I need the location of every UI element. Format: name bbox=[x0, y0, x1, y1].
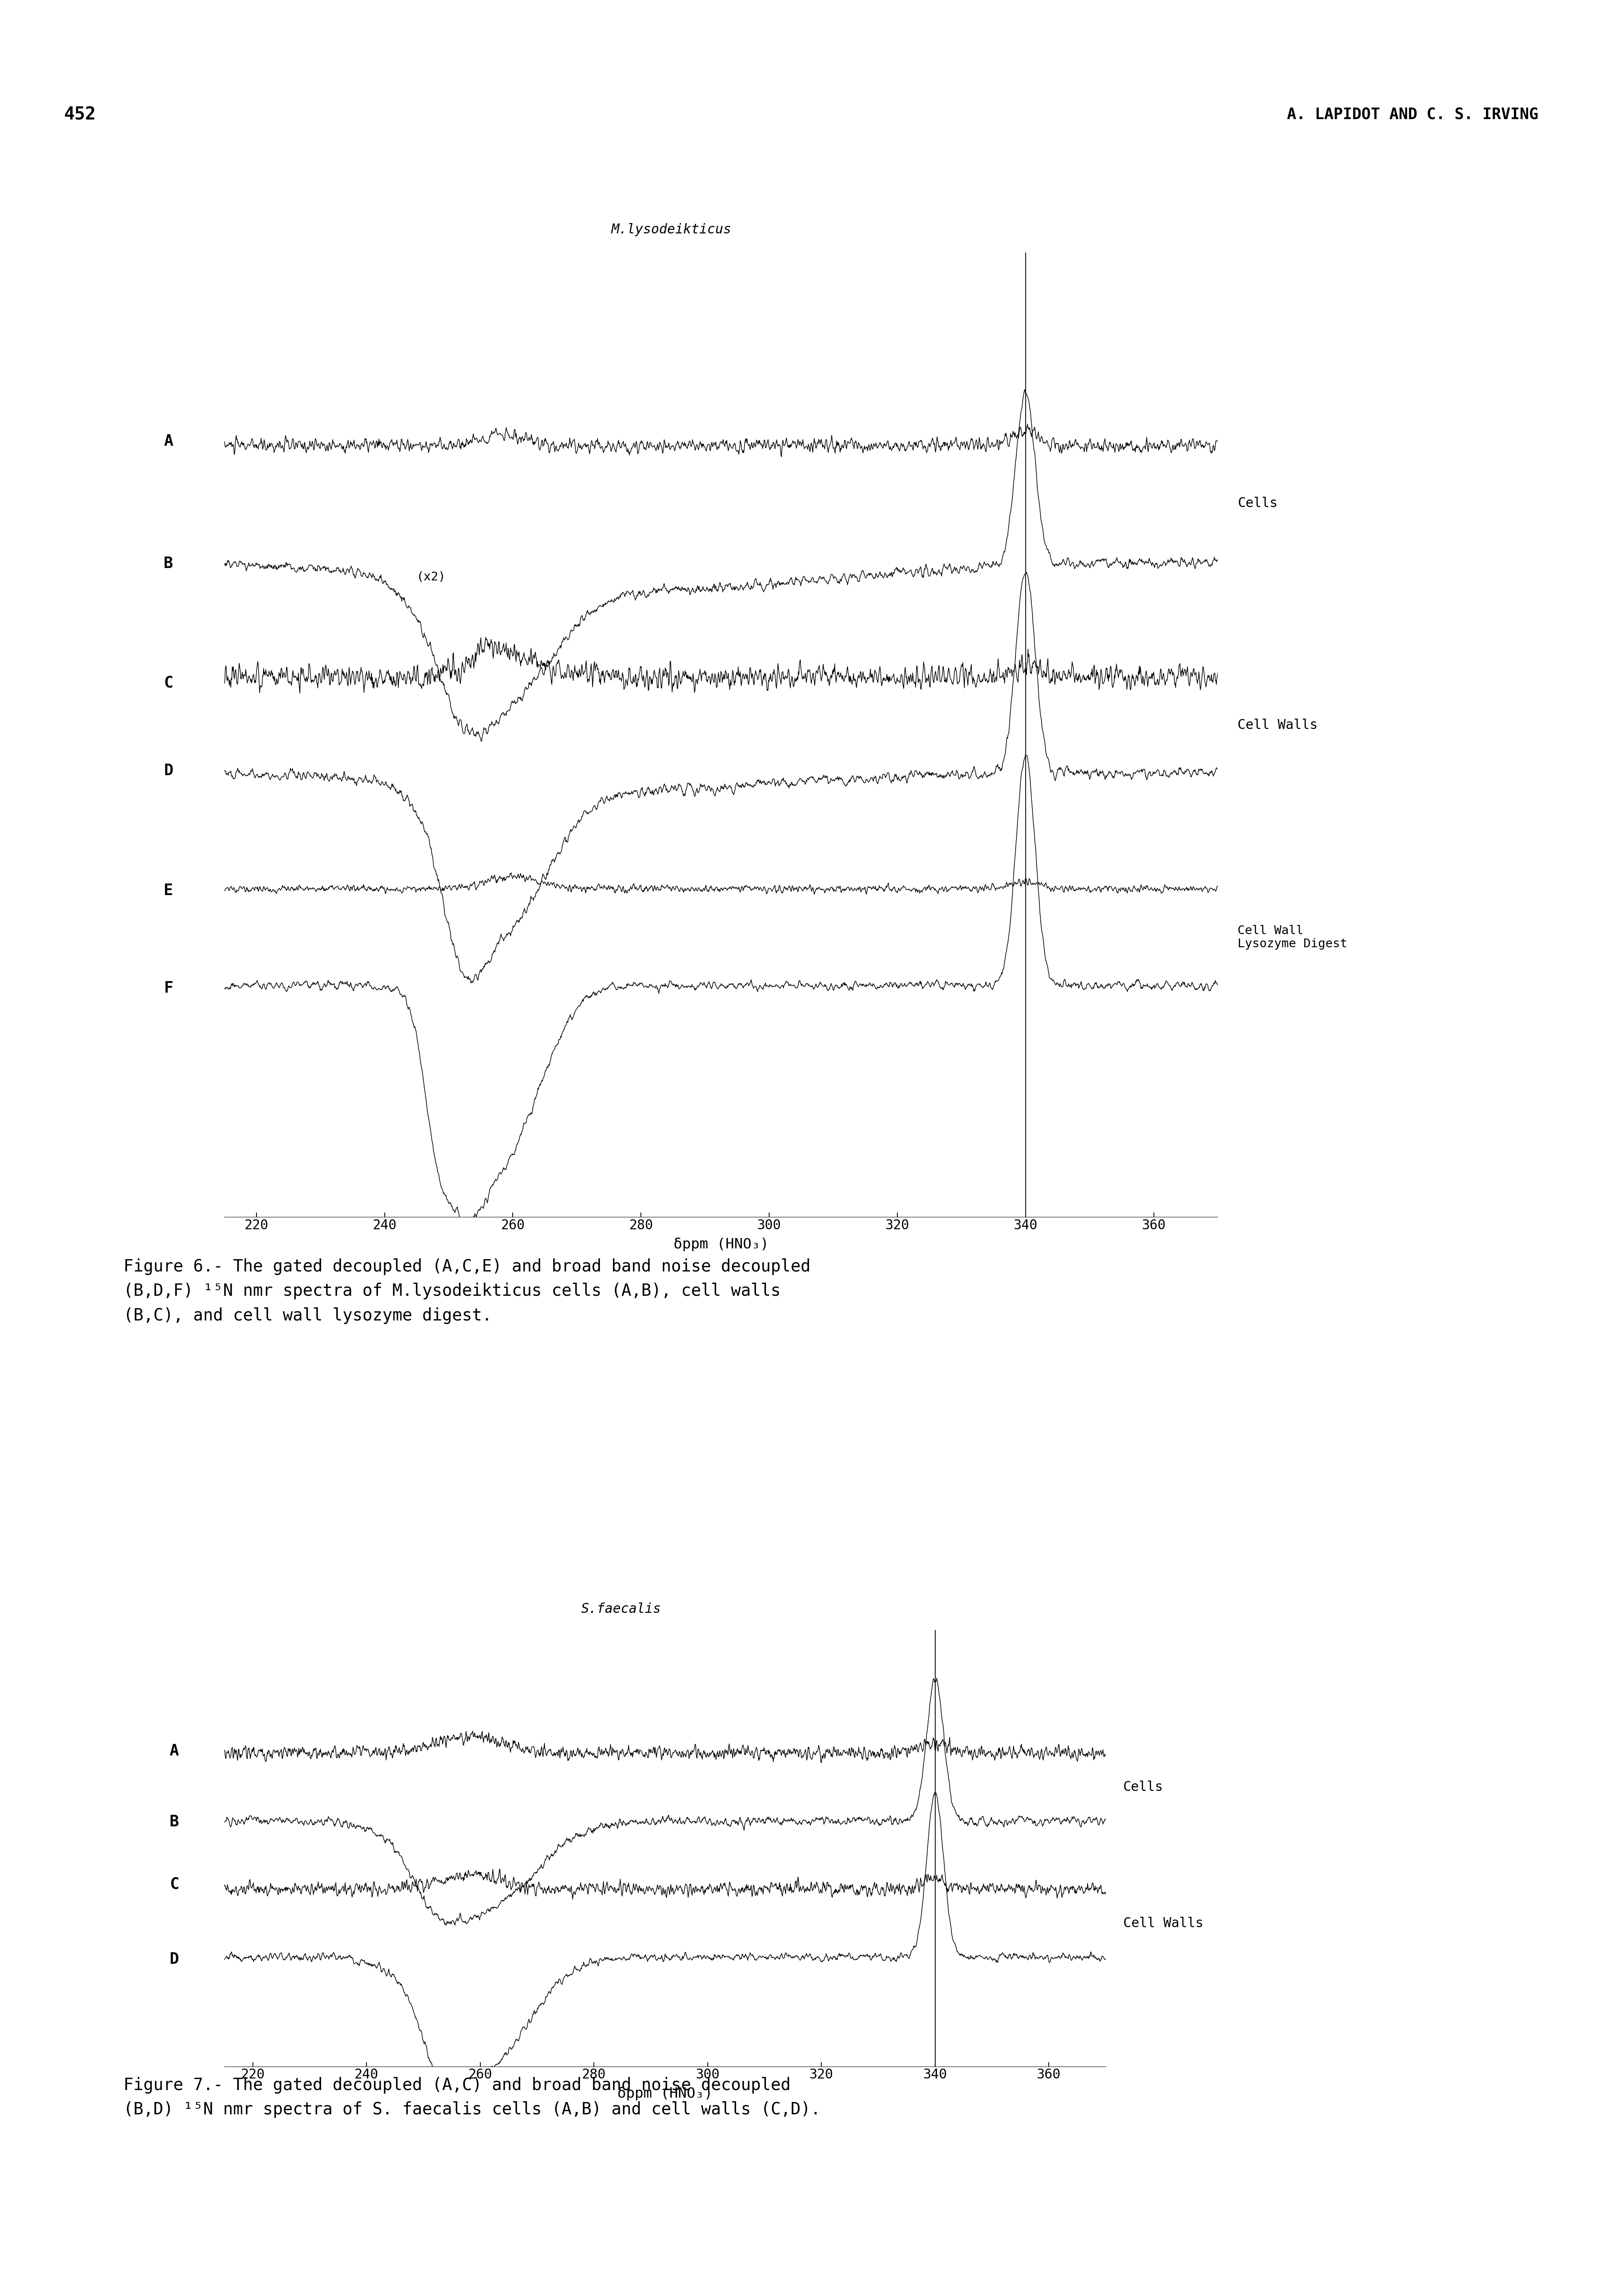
Text: C: C bbox=[170, 1878, 179, 1892]
Text: Figure 7.- The gated decoupled (A,C) and broad band noise decoupled
(B,D) ¹⁵N nm: Figure 7.- The gated decoupled (A,C) and… bbox=[123, 2076, 820, 2119]
Text: F: F bbox=[163, 980, 173, 996]
Text: C: C bbox=[163, 675, 173, 691]
Text: D: D bbox=[163, 762, 173, 778]
Text: S.faecalis: S.faecalis bbox=[580, 1603, 662, 1616]
Text: A: A bbox=[170, 1743, 179, 1759]
Text: Cell Walls: Cell Walls bbox=[1237, 719, 1317, 732]
Text: M.lysodeikticus: M.lysodeikticus bbox=[610, 223, 732, 236]
Text: B: B bbox=[170, 1814, 179, 1830]
Text: 452: 452 bbox=[64, 106, 96, 124]
Text: D: D bbox=[170, 1952, 179, 1968]
Text: E: E bbox=[163, 884, 173, 898]
Text: Cell Walls: Cell Walls bbox=[1123, 1917, 1203, 1931]
Text: (x2): (x2) bbox=[417, 572, 445, 583]
Text: B: B bbox=[163, 556, 173, 572]
Text: Cells: Cells bbox=[1237, 496, 1277, 510]
Text: Cells: Cells bbox=[1123, 1779, 1163, 1793]
X-axis label: δppm (HNO₃): δppm (HNO₃) bbox=[673, 1238, 769, 1251]
Text: A: A bbox=[163, 434, 173, 450]
Text: Cell Wall
Lysozyme Digest: Cell Wall Lysozyme Digest bbox=[1237, 925, 1347, 951]
Text: Figure 6.- The gated decoupled (A,C,E) and broad band noise decoupled
(B,D,F) ¹⁵: Figure 6.- The gated decoupled (A,C,E) a… bbox=[123, 1258, 811, 1325]
Text: A. LAPIDOT AND C. S. IRVING: A. LAPIDOT AND C. S. IRVING bbox=[1286, 108, 1538, 122]
X-axis label: δppm (HNO₃): δppm (HNO₃) bbox=[617, 2087, 713, 2101]
